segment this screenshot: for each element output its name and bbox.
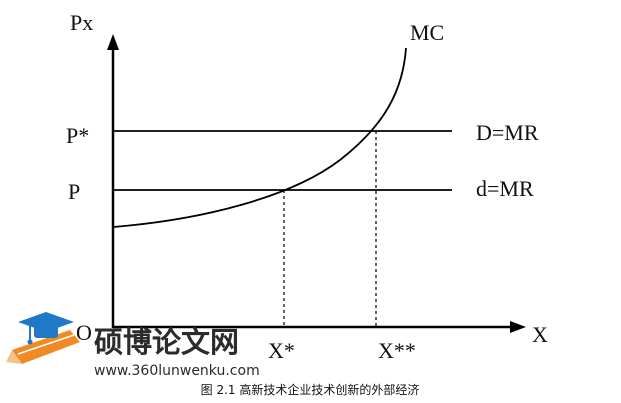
- mc-curve: [112, 47, 407, 228]
- watermark-logo: [6, 312, 80, 364]
- d-mr-low-label: d=MR: [476, 176, 534, 201]
- pencil-icon: [6, 330, 80, 364]
- x-axis-arrow: [510, 321, 526, 333]
- watermark-url: www.360lunwenku.com: [94, 363, 260, 379]
- y-axis-label: Px: [70, 10, 93, 35]
- origin-label: O: [76, 320, 92, 345]
- y-axis-arrow: [107, 34, 119, 50]
- graduation-cap-icon: [18, 312, 74, 345]
- price-low-label: P: [68, 179, 80, 204]
- mc-label: MC: [410, 20, 444, 45]
- price-high-label: P*: [66, 123, 89, 148]
- x-double-star-label: X**: [378, 338, 416, 363]
- d-mr-high-label: D=MR: [476, 120, 539, 145]
- watermark-cn-text: 硕博论文网: [94, 325, 239, 359]
- x-star-label: X*: [268, 338, 295, 363]
- figure-caption: 图 2.1 高新技术企业技术创新的外部经济: [201, 382, 420, 397]
- x-axis-label: X: [532, 322, 548, 347]
